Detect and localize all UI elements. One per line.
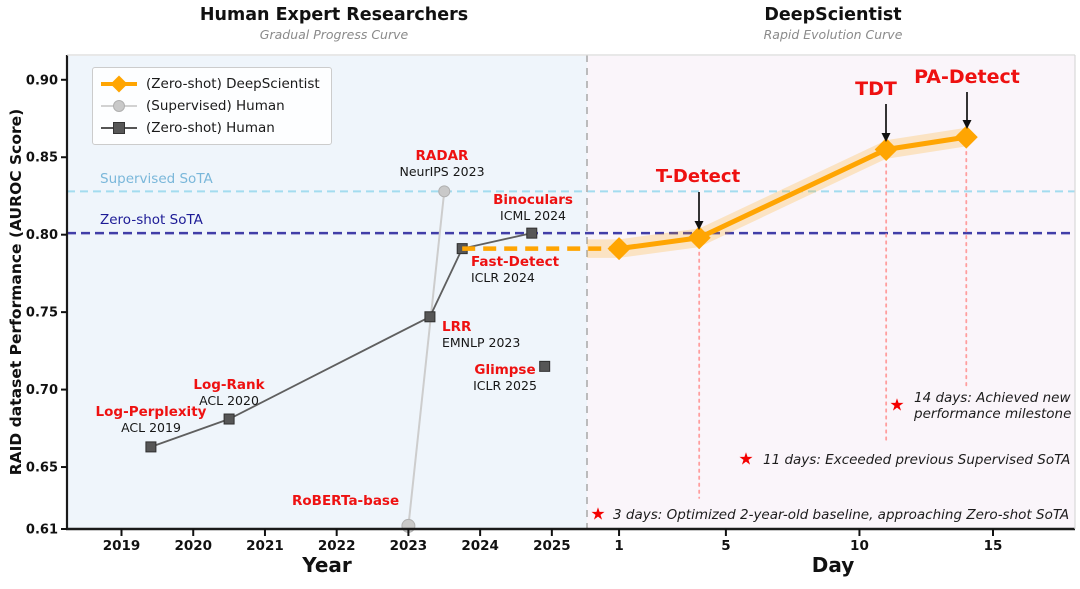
legend-item-zero-shot-human: (Zero-shot) Human	[101, 117, 320, 139]
zero-shot-sota-label: Zero-shot SoTA	[100, 212, 203, 228]
panel-title-left: Human Expert Researchers	[199, 5, 469, 25]
y-tick-label: 0.65	[26, 461, 58, 476]
supervised-human-line	[407, 191, 446, 527]
legend-item-supervised-human: (Supervised) Human	[101, 95, 320, 117]
legend-label: (Zero-shot) Human	[146, 120, 275, 136]
deepscientist-point	[607, 237, 631, 261]
x-tick-label: 5	[721, 538, 730, 554]
zero-shot-human-point	[424, 311, 436, 323]
zero-shot-human-point	[526, 227, 538, 239]
square-marker-icon	[101, 119, 137, 137]
supervised-human-point	[438, 185, 451, 198]
deepscientist-point	[687, 226, 711, 250]
annotation-arrowhead-icon	[881, 133, 891, 142]
x-tick-label: 1	[614, 538, 623, 554]
y-tick-label: 0.90	[26, 73, 58, 88]
panel-subtitle-right: Rapid Evolution Curve	[763, 27, 903, 42]
deepscientist-confidence-band	[587, 127, 967, 258]
x-tick-label: 2022	[318, 538, 356, 554]
x-tick-label: 2019	[103, 538, 141, 554]
x-tick-label: 15	[984, 538, 1003, 554]
zero-shot-human-point	[145, 441, 157, 453]
right-panel-background	[587, 56, 1075, 529]
x-axis-label-day: Day	[811, 553, 855, 577]
y-tick-label: 0.80	[26, 228, 58, 243]
zero-shot-human-line	[150, 232, 532, 448]
x-tick-label: 2020	[174, 538, 212, 554]
annotation-arrowhead-icon	[962, 120, 972, 129]
x-tick-label: 2025	[533, 538, 571, 554]
y-tick-label: 0.85	[26, 151, 58, 166]
deepscientist-point	[954, 125, 978, 149]
x-tick-label: 2023	[390, 538, 428, 554]
legend-item-deepscientist: (Zero-shot) DeepScientist	[101, 73, 320, 95]
x-tick-label: 2021	[246, 538, 284, 554]
panel-title-right: DeepScientist	[764, 5, 902, 25]
panel-subtitle-left: Gradual Progress Curve	[259, 27, 409, 42]
y-tick-label: 0.75	[26, 306, 58, 321]
x-tick-label: 10	[850, 538, 869, 554]
zero-shot-human-point	[223, 413, 235, 425]
legend-label: (Supervised) Human	[146, 98, 285, 114]
x-axis-label-year: Year	[302, 553, 352, 577]
circle-marker-icon	[101, 97, 137, 115]
glimpse-point	[539, 360, 551, 372]
deepscientist-line	[616, 134, 969, 252]
diamond-marker-icon	[101, 75, 137, 93]
y-tick-label: 0.61	[26, 523, 58, 538]
legend-label: (Zero-shot) DeepScientist	[146, 76, 320, 92]
y-tick-label: 0.70	[26, 383, 58, 398]
x-tick-label: 2024	[461, 538, 499, 554]
legend: (Zero-shot) DeepScientist (Supervised) H…	[92, 67, 332, 145]
annotation-arrowhead-icon	[694, 221, 704, 230]
supervised-sota-label: Supervised SoTA	[100, 171, 213, 187]
deepscientist-point	[874, 137, 898, 161]
